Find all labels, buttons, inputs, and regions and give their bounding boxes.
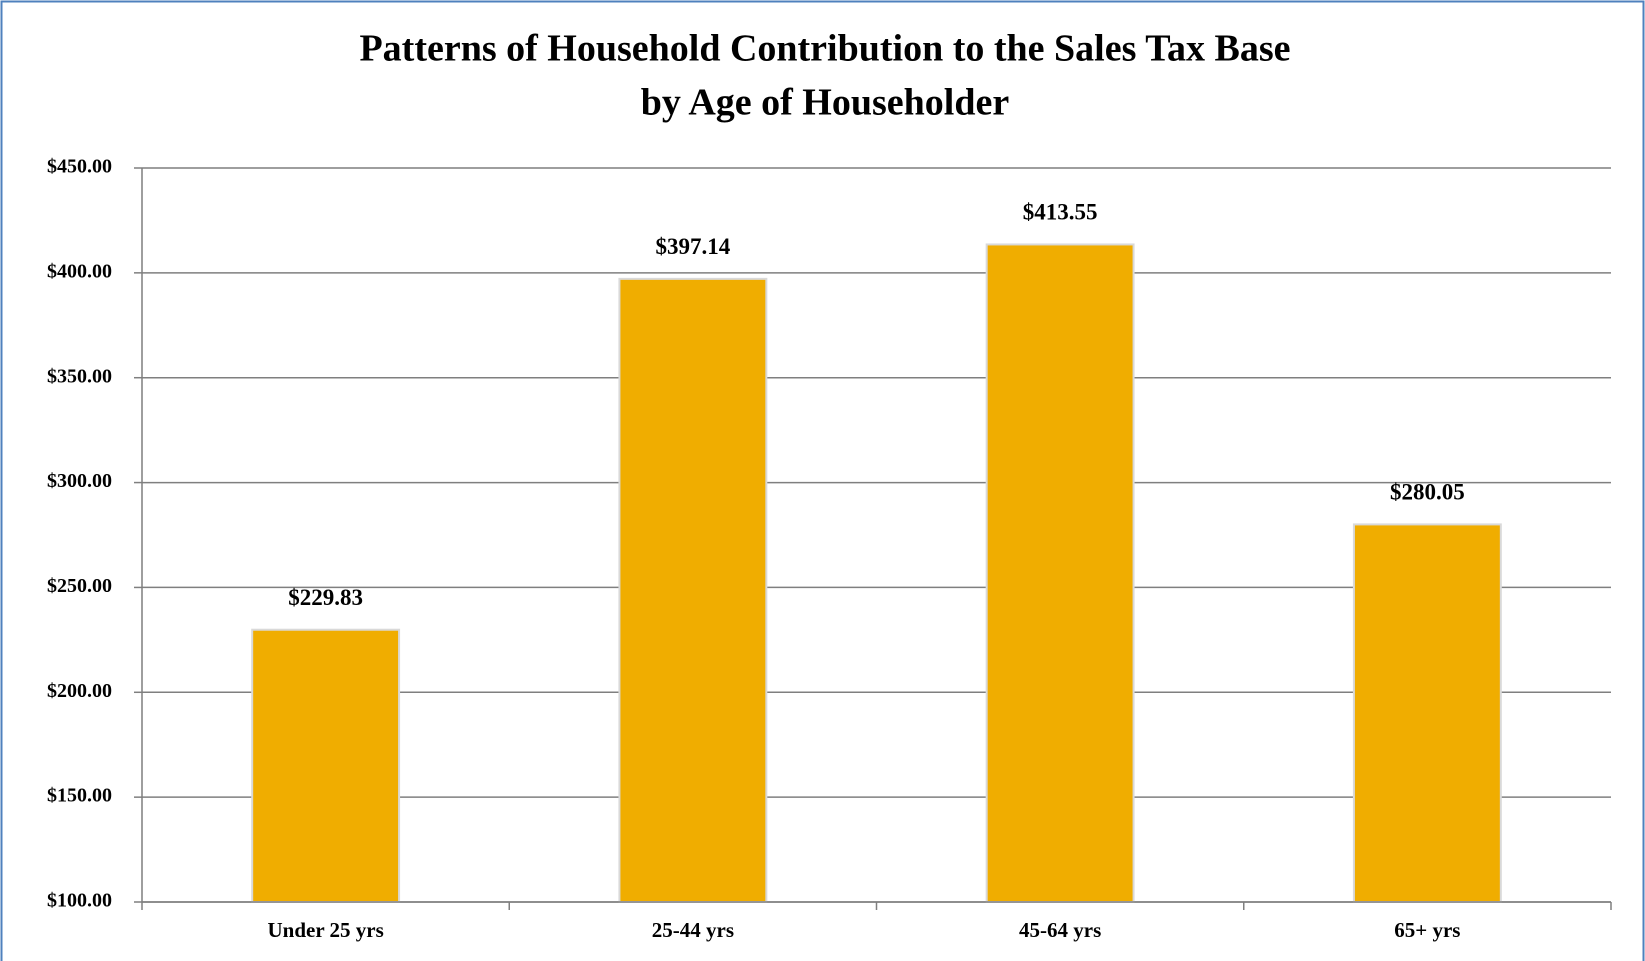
bar [1352, 523, 1502, 903]
y-tick-label: $150.00 [47, 785, 112, 807]
y-tick-label: $400.00 [47, 260, 112, 282]
bar [618, 277, 768, 903]
y-tick-label: $200.00 [47, 680, 112, 702]
x-tick-label: 45-64 yrs [1019, 918, 1101, 942]
value-label: $280.05 [1390, 480, 1465, 505]
value-label: $229.83 [288, 585, 363, 610]
bar [985, 243, 1135, 903]
x-tick-label: Under 25 yrs [267, 918, 383, 942]
y-tick-label: $350.00 [47, 365, 112, 387]
value-label: $397.14 [656, 234, 731, 259]
x-tick-label: 25-44 yrs [652, 918, 734, 942]
x-tick-label: 65+ yrs [1394, 918, 1460, 942]
chart-title: Patterns of Household Contribution to th… [359, 28, 1290, 70]
y-tick-label: $450.00 [47, 156, 112, 178]
chart-title: by Age of Householder [641, 82, 1010, 124]
y-tick-label: $250.00 [47, 575, 112, 597]
y-tick-label: $300.00 [47, 470, 112, 492]
value-label: $413.55 [1023, 200, 1098, 225]
y-tick-label: $100.00 [47, 890, 112, 912]
bar [251, 628, 401, 904]
